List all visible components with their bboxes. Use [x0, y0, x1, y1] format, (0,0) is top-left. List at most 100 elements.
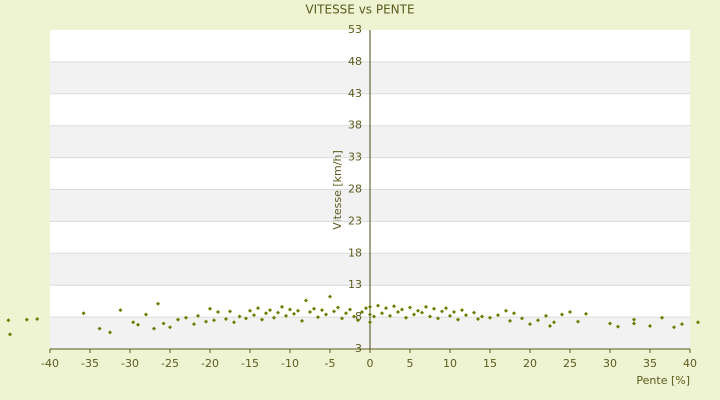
point — [428, 314, 432, 319]
point — [156, 301, 160, 306]
point — [440, 309, 444, 314]
point — [584, 311, 588, 316]
point — [276, 310, 280, 315]
point — [136, 322, 140, 327]
x-tick-label: 0 — [367, 357, 374, 370]
y-tick-label: 43 — [348, 87, 362, 100]
y-tick-label: 33 — [348, 151, 362, 164]
point — [520, 316, 524, 321]
point — [6, 318, 11, 323]
point — [648, 324, 652, 329]
point — [368, 320, 372, 325]
point — [352, 314, 356, 319]
point — [544, 313, 548, 318]
point — [360, 309, 364, 314]
chart-title: VITESSE vs PENTE — [305, 3, 414, 17]
point — [364, 306, 368, 311]
point — [372, 314, 376, 319]
point — [324, 312, 328, 317]
point — [420, 310, 424, 315]
x-tick-label: 10 — [443, 357, 457, 370]
x-tick-label: -35 — [81, 357, 99, 370]
x-tick-label: 20 — [523, 357, 537, 370]
point — [237, 314, 242, 319]
y-tick-label: 28 — [348, 183, 362, 196]
point — [412, 312, 416, 317]
point — [264, 311, 268, 316]
x-tick-label: 15 — [483, 357, 497, 370]
point — [280, 304, 284, 309]
point — [508, 318, 512, 323]
point — [208, 306, 212, 311]
point — [392, 304, 396, 309]
point — [380, 311, 384, 316]
point — [560, 312, 564, 317]
point — [256, 306, 260, 311]
point — [288, 307, 292, 312]
point — [536, 318, 540, 323]
point — [268, 308, 272, 313]
point — [192, 322, 196, 327]
point — [448, 313, 452, 318]
point — [696, 320, 700, 325]
point — [488, 315, 492, 320]
point — [504, 308, 508, 313]
point — [216, 309, 220, 314]
point — [244, 316, 248, 321]
point — [672, 325, 676, 330]
point — [152, 326, 156, 331]
x-tick-label: -30 — [121, 357, 139, 370]
point — [272, 315, 276, 320]
point — [616, 324, 620, 329]
point — [548, 324, 552, 329]
point — [344, 311, 348, 316]
point — [35, 317, 40, 322]
x-tick-label: 30 — [603, 357, 617, 370]
x-tick-label: -40 — [41, 357, 59, 370]
point — [304, 298, 308, 303]
point — [608, 321, 612, 326]
point — [512, 311, 516, 316]
point — [660, 315, 664, 320]
point — [384, 306, 388, 311]
point — [212, 318, 216, 323]
x-tick-label: -15 — [241, 357, 259, 370]
point — [632, 317, 636, 322]
point — [308, 309, 312, 314]
y-tick-label: 48 — [348, 55, 362, 68]
point — [528, 322, 532, 327]
point — [348, 307, 352, 312]
point — [184, 315, 188, 320]
point — [144, 312, 148, 317]
point — [232, 320, 236, 325]
x-axis-label: Pente [%] — [636, 374, 690, 387]
point — [432, 306, 436, 311]
point — [224, 317, 228, 322]
point — [292, 311, 296, 316]
y-tick-label: 18 — [348, 246, 362, 259]
point — [408, 305, 412, 310]
point — [444, 306, 448, 311]
point — [368, 312, 372, 317]
point — [328, 294, 332, 299]
point — [316, 315, 320, 320]
point — [97, 326, 102, 331]
point — [300, 318, 304, 323]
y-tick-label: 8 — [355, 310, 362, 323]
x-tick-label: -20 — [201, 357, 219, 370]
point — [8, 332, 12, 337]
point — [332, 309, 336, 314]
y-tick-label: 38 — [348, 119, 362, 132]
point — [460, 308, 464, 313]
point — [336, 305, 340, 310]
x-tick-label: -25 — [161, 357, 179, 370]
point — [260, 317, 264, 322]
point — [404, 315, 408, 320]
point — [452, 309, 456, 314]
point — [376, 303, 380, 308]
point — [472, 310, 476, 315]
point — [552, 320, 556, 325]
point — [204, 319, 208, 324]
x-tick-label: 5 — [407, 357, 414, 370]
